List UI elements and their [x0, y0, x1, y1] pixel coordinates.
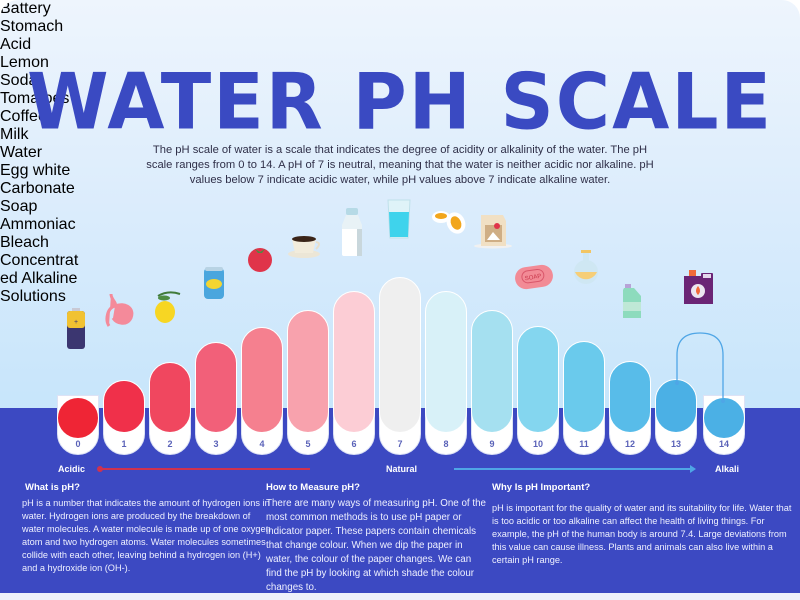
ph-color-bar [703, 397, 745, 439]
bleach-bottle-icon [623, 284, 641, 318]
ph-color-bar [471, 310, 513, 433]
ph-value: 10 [532, 439, 543, 449]
page-title: WATER PH SCALE [26, 56, 774, 148]
svg-text:+: + [74, 319, 78, 326]
ph-value: 14 [718, 439, 729, 449]
ph-item-label: Battery [0, 0, 51, 17]
ph-color-bar [149, 362, 191, 433]
ph-column-5: 5 [287, 310, 329, 455]
ph-item-label: Bleach [0, 234, 49, 251]
ph-color-bar [655, 379, 697, 433]
ph-value: 7 [397, 439, 403, 449]
ph-column-8: 8 [425, 291, 467, 455]
carbonate-box-icon [474, 215, 512, 249]
natural-label: Natural [386, 464, 418, 474]
ph-column-0: 0 [57, 395, 99, 455]
ph-color-bar [103, 380, 145, 433]
ph-value: 8 [443, 439, 449, 449]
section-title: Why Is pH Important? [492, 482, 591, 493]
stomach-icon [105, 293, 134, 327]
ph-item-label: Concentrat ed Alkaline Solutions [0, 252, 79, 305]
bracket-connector [675, 332, 725, 403]
alkali-arrow [454, 468, 694, 470]
ph-column-11: 11 [563, 341, 605, 455]
ph-color-bar [517, 326, 559, 433]
ph-column-14: 14 [703, 395, 745, 455]
section-title: How to Measure pH? [266, 482, 360, 493]
water-glass-icon [387, 199, 411, 239]
ph-color-bar [379, 277, 421, 433]
ph-column-6: 6 [333, 291, 375, 455]
ph-value: 5 [305, 439, 311, 449]
ph-item-label: Carbonate [0, 180, 75, 197]
ph-value: 0 [75, 439, 81, 449]
flask-icon [574, 250, 598, 284]
ph-item-label: Soda [0, 72, 38, 89]
ph-column-1: 1 [103, 380, 145, 455]
section-what-is-ph: What is pH? pH is a number that indicate… [22, 482, 272, 575]
ph-value: 11 [579, 439, 589, 449]
ph-value: 2 [167, 439, 173, 449]
ph-item-label: Milk [0, 126, 29, 143]
ph-value: 13 [670, 439, 681, 449]
coffee-cup-icon [288, 236, 320, 258]
ph-item-label: Soap [0, 198, 38, 215]
section-body: There are many ways of measuring pH. One… [266, 498, 486, 593]
ph-item-label: Water [0, 144, 43, 161]
ph-color-bar [241, 327, 283, 433]
ph-item-label: Egg white [0, 162, 71, 179]
ph-column-4: 4 [241, 327, 283, 455]
ph-column-9: 9 [471, 310, 513, 455]
ph-color-bar [425, 291, 467, 433]
acidic-arrow-dot [97, 466, 103, 472]
ph-item-label: Tomatoes [0, 90, 70, 107]
ph-item-label: Ammoniac [0, 216, 76, 233]
ph-column-2: 2 [149, 362, 191, 455]
battery-icon: + [67, 308, 85, 349]
ph-value: 6 [351, 439, 357, 449]
milk-bottle-icon [342, 208, 362, 256]
egg-icon [432, 211, 466, 234]
ph-color-bar [195, 342, 237, 433]
acidic-label: Acidic [58, 464, 86, 474]
ph-item-label: Lemon [0, 54, 49, 71]
ph-column-3: 3 [195, 342, 237, 455]
intro-text: The pH scale of water is a scale that in… [146, 144, 654, 186]
ph-color-bar [563, 341, 605, 433]
ph-color-bar [333, 291, 375, 433]
ph-item-label: Coffee [0, 108, 47, 125]
ph-column-10: 10 [517, 326, 559, 455]
ph-color-bar [287, 310, 329, 433]
tomato-icon [248, 248, 272, 272]
ph-column-7: 7 [379, 277, 421, 455]
section-body: pH is important for the quality of water… [492, 503, 792, 565]
section-title: What is pH? [25, 482, 80, 493]
ph-value: 4 [259, 439, 265, 449]
bottom-strip [0, 593, 800, 600]
section-why-important: Why Is pH Important? pH is important for… [492, 482, 792, 567]
ph-color-bar [609, 361, 651, 433]
soda-can-icon [204, 267, 224, 299]
ph-value: 3 [213, 439, 219, 449]
ph-item-label: Stomach Acid [0, 18, 64, 53]
lemon-icon [155, 291, 181, 323]
ph-column-13: 13 [655, 379, 697, 455]
alkali-arrow-head [690, 465, 696, 473]
chemical-canister-icon [684, 270, 713, 304]
ph-value: 9 [489, 439, 495, 449]
soap-icon: SOAP [515, 264, 553, 290]
section-how-to-measure: How to Measure pH? There are many ways o… [266, 482, 486, 593]
ph-value: 12 [624, 439, 635, 449]
ph-column-12: 12 [609, 361, 651, 455]
section-body: pH is a number that indicates the amount… [22, 498, 271, 573]
svg-text:SOAP: SOAP [524, 274, 541, 283]
ph-color-bar [57, 397, 99, 439]
acidic-arrow [98, 468, 310, 470]
ph-value: 1 [121, 439, 127, 449]
alkali-label: Alkali [715, 464, 740, 474]
